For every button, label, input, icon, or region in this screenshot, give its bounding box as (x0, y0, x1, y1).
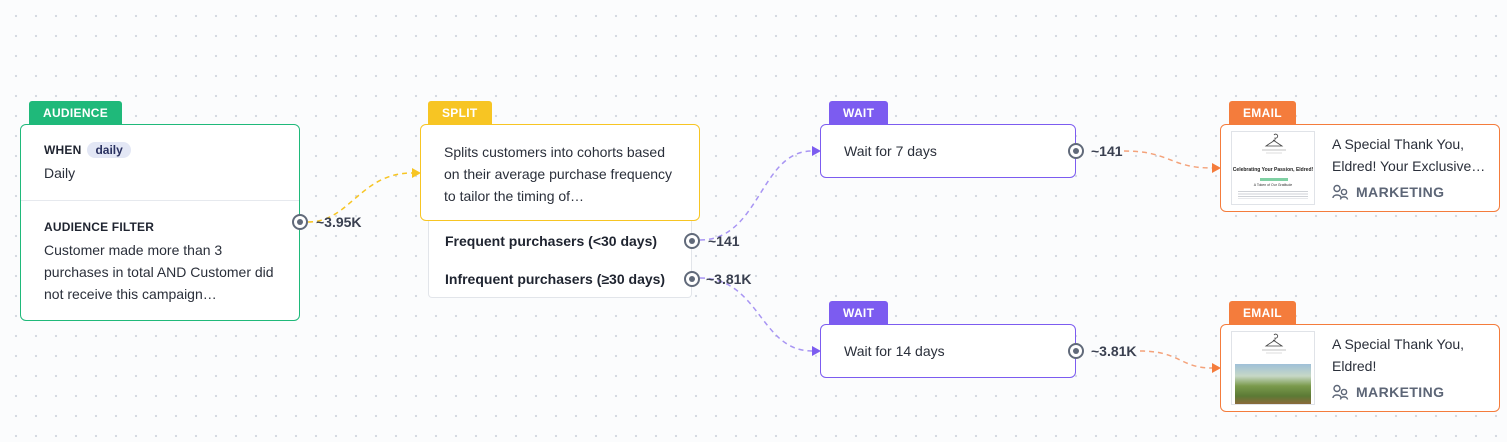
email-thumbnail-body-lines (1238, 191, 1308, 199)
split-branch-infrequent-port[interactable] (684, 271, 700, 287)
audience-when-row: WHEN daily (44, 141, 131, 159)
audience-tag: AUDIENCE (29, 101, 123, 125)
email-tag-2: EMAIL (1229, 301, 1296, 325)
email-subject-1: A Special Thank You, Eldred! Your Exclus… (1332, 136, 1486, 174)
email-tag-1: EMAIL (1229, 101, 1296, 125)
when-pill: daily (87, 142, 131, 158)
audience-filter-label: AUDIENCE FILTER (44, 220, 155, 234)
email-thumbnail-heading: Celebrating Your Passion, Eldred! (1232, 167, 1314, 173)
connector-wait2-email2 (1139, 350, 1213, 369)
split-branch-infrequent-count: ~3.81K (706, 271, 752, 287)
wait-1-output-port[interactable] (1068, 143, 1084, 159)
email-thumbnail-button (1260, 178, 1288, 181)
email-thumbnail-2 (1231, 331, 1315, 405)
email-thumbnail-1: Celebrating Your Passion, Eldred! A Toke… (1231, 131, 1315, 205)
arrow-wait2 (812, 346, 821, 356)
arrow-email2 (1212, 363, 1221, 373)
wait-tag-1: WAIT (829, 101, 889, 125)
audience-output-port[interactable] (292, 214, 308, 230)
split-description: Splits customers into cohorts based on t… (444, 144, 673, 204)
wait-tag-2: WAIT (829, 301, 889, 325)
split-tag: SPLIT (428, 101, 492, 125)
email-subject-2: A Special Thank You, Eldred! (1332, 336, 1465, 374)
audience-count: ~3.95K (316, 214, 362, 230)
hanger-logo-icon-2 (1262, 333, 1286, 354)
wait-node-1[interactable]: Wait for 7 days (820, 124, 1076, 178)
email-node-2[interactable]: A Special Thank You, Eldred! MARKETING (1220, 324, 1500, 412)
email-thumbnail-sub: A Token of Our Gratitude (1253, 183, 1293, 187)
email-channel-1: MARKETING (1356, 184, 1445, 200)
audience-filter-text: Customer made more than 3 purchases in t… (44, 242, 274, 302)
split-branch-frequent-port[interactable] (684, 233, 700, 249)
split-branch-panel (428, 218, 692, 298)
audience-divider (21, 200, 299, 201)
split-node[interactable]: Splits customers into cohorts based on t… (420, 124, 700, 221)
email-node-1[interactable]: Celebrating Your Passion, Eldred! A Toke… (1220, 124, 1500, 212)
arrow-split (412, 168, 421, 178)
email-channel-2: MARKETING (1356, 384, 1445, 400)
wait-2-count: ~3.81K (1091, 343, 1137, 359)
connector-split-wait2 (699, 277, 813, 352)
wait-text-2: Wait for 14 days (844, 343, 945, 359)
wait-2-output-port[interactable] (1068, 343, 1084, 359)
hanger-logo-icon (1262, 133, 1286, 154)
arrow-email1 (1212, 163, 1221, 173)
connector-audience-split (307, 172, 413, 223)
connector-split-wait1 (699, 150, 813, 241)
people-icon (1332, 184, 1349, 200)
arrow-wait1 (812, 146, 821, 156)
when-value: Daily (44, 165, 76, 181)
people-icon-2 (1332, 384, 1349, 400)
connector-wait1-email1 (1123, 150, 1213, 169)
split-branch-frequent[interactable]: Frequent purchasers (<30 days) (445, 233, 658, 249)
split-branch-frequent-count: ~141 (708, 233, 740, 249)
when-label: WHEN (44, 143, 82, 157)
wait-node-2[interactable]: Wait for 14 days (820, 324, 1076, 378)
split-branch-infrequent[interactable]: Infrequent purchasers (≥30 days) (445, 271, 666, 287)
audience-node[interactable]: WHEN daily Daily AUDIENCE FILTER Customer… (20, 124, 300, 321)
wait-1-count: ~141 (1091, 143, 1123, 159)
wait-text-1: Wait for 7 days (844, 143, 937, 159)
email-thumbnail-photo (1235, 364, 1311, 404)
